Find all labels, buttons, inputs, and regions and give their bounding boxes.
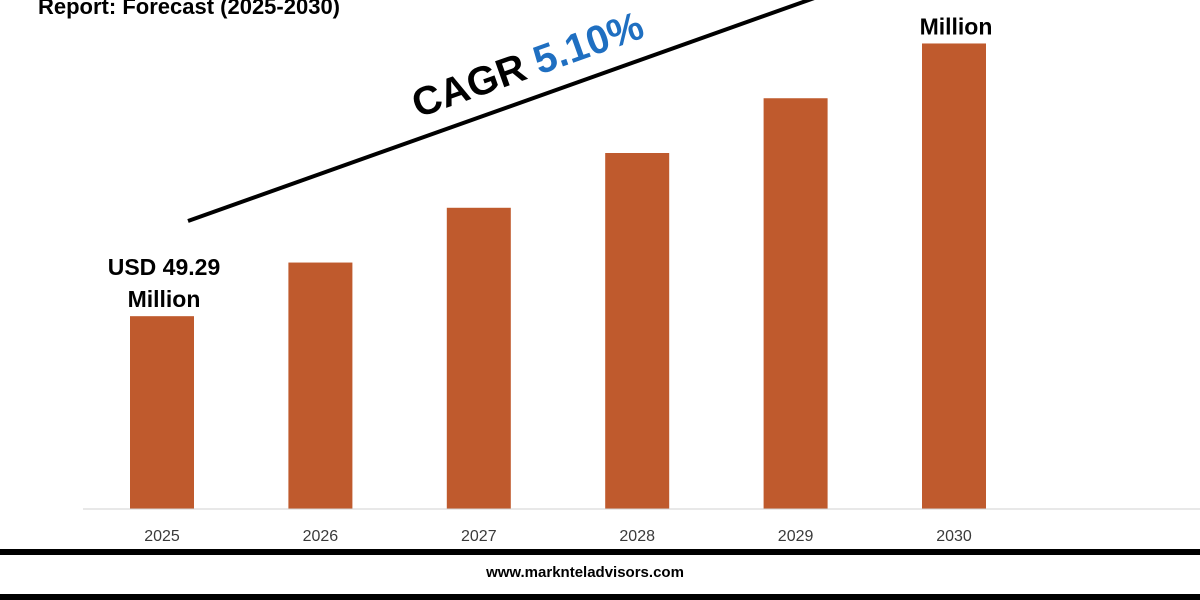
chart-title: Report: Forecast (2025-2030): [38, 0, 341, 19]
tick-label-2025: 2025: [144, 528, 180, 545]
footer-url: www.marknteladvisors.com: [486, 564, 684, 581]
bar-2025: [130, 316, 194, 509]
bar-2030: [922, 43, 986, 510]
footer: www.marknteladvisors.com: [0, 555, 1200, 594]
tick-label-2027: 2027: [461, 528, 497, 545]
tick-label-2026: 2026: [303, 528, 339, 545]
cagr-trend-line: [187, 0, 815, 223]
bar-2028: [605, 153, 670, 509]
bar-2029: [763, 98, 828, 510]
cagr-trend: CAGR 5.10%: [187, 0, 815, 223]
data-label-2030-line-1: Million: [920, 13, 993, 39]
tick-label-2029: 2029: [778, 528, 814, 545]
cagr-label: CAGR: [406, 42, 542, 127]
cagr-value: 5.10%: [528, 4, 650, 83]
data-labels: USD 49.29 Million Million: [108, 13, 993, 312]
x-axis: 2025 2026 2027 2028 2029 2030: [83, 508, 1200, 545]
data-label-2025-line-2: Million: [128, 286, 201, 312]
tick-label-2028: 2028: [619, 528, 655, 545]
chart-panel: Report: Forecast (2025-2030) CAGR 5.10% …: [0, 0, 1200, 549]
cagr-text: CAGR 5.10%: [406, 4, 649, 127]
tick-label-2030: 2030: [936, 528, 972, 545]
bar-2026: [288, 262, 353, 509]
data-label-2025-line-1: USD 49.29: [108, 254, 221, 280]
bar-2027: [446, 207, 511, 509]
bars: [130, 43, 986, 510]
